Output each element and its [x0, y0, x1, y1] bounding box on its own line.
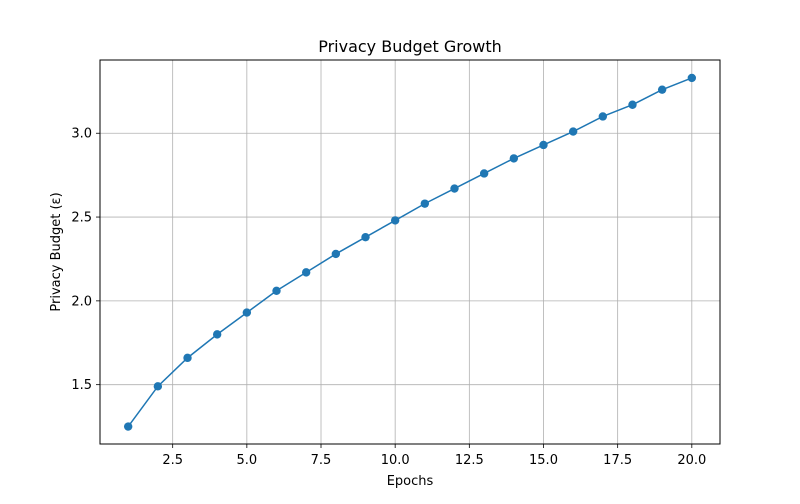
series-layer	[123, 73, 697, 431]
tick-layer: 2.5 5.0 7.5 10.0 12.5 15.0 17.5 20.0 1.5 2.0 2.5 3.…	[71, 127, 706, 468]
x-tick-label: 17.5	[603, 453, 632, 468]
plot-frame	[99, 59, 721, 445]
y-axis-label: Privacy Budget (ε)	[49, 192, 64, 311]
data-point	[420, 199, 430, 208]
data-point	[509, 154, 519, 163]
data-point	[331, 249, 341, 259]
data-point	[598, 112, 608, 121]
x-tick-label: 2.5	[162, 453, 183, 468]
grid-layer	[100, 60, 720, 444]
data-point	[568, 127, 578, 136]
chart-title: Privacy Budget Growth	[318, 37, 502, 56]
data-point	[479, 169, 489, 178]
x-tick-label: 20.0	[677, 453, 706, 468]
x-tick-label: 12.5	[455, 453, 484, 468]
data-point	[183, 353, 192, 363]
x-tick-label: 15.0	[529, 453, 558, 468]
data-point	[687, 73, 697, 83]
data-point	[123, 422, 133, 431]
data-point	[272, 286, 281, 296]
series-line	[127, 77, 693, 428]
data-point	[153, 382, 163, 391]
data-point	[628, 100, 637, 109]
data-point	[657, 85, 667, 94]
y-tick-label: 3.0	[71, 127, 92, 142]
data-point	[390, 216, 400, 225]
x-axis-label: Epochs	[387, 474, 434, 489]
y-tick-label: 2.5	[71, 211, 92, 226]
data-point	[539, 140, 548, 150]
data-point	[450, 184, 459, 193]
data-point	[212, 330, 222, 339]
y-tick-label: 2.0	[71, 294, 92, 309]
y-tick-label: 1.5	[71, 378, 92, 393]
data-point	[301, 268, 311, 277]
data-point	[242, 308, 252, 317]
data-point	[361, 232, 370, 242]
x-tick-label: 10.0	[381, 453, 410, 468]
x-tick-label: 7.5	[311, 453, 332, 468]
x-tick-label: 5.0	[236, 453, 257, 468]
